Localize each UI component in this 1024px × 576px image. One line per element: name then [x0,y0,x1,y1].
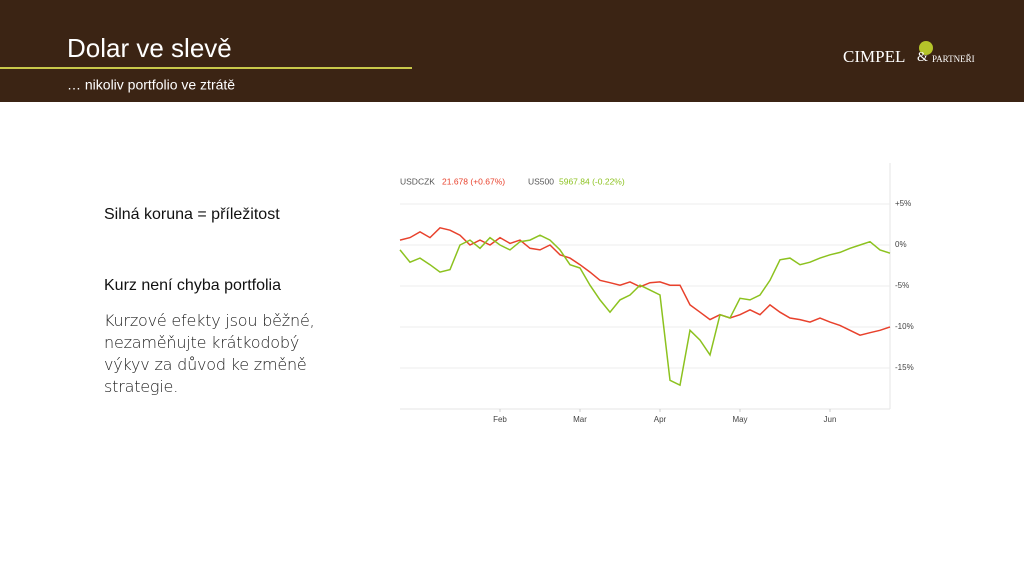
y-tick-label: 0% [895,240,907,249]
logo-partners: PARTNEŘI [932,54,975,64]
x-tick-label: Apr [654,415,667,424]
legend-name: US500 [528,176,554,186]
logo-name: CIMPEL [843,47,905,66]
y-tick-label: +5% [895,199,911,208]
legend-quote: 21.678 (+0.67%) [442,176,505,186]
slide-title: Dolar ve slevě [67,33,232,63]
series-line [399,226,891,336]
x-tick-label: Feb [493,415,507,424]
x-tick-label: Jun [824,415,837,424]
x-tick-label: May [732,415,747,424]
body-text: Kurzové efekty jsou běžné, nezaměňujte k… [104,311,315,396]
logo-connector: & [917,50,928,65]
x-tick-label: Mar [573,415,587,424]
legend-quote: 5967.84 (-0.22%) [559,176,625,186]
point-heading: Silná koruna = příležitost [104,206,280,223]
point-heading: Kurz není chyba portfolia [104,277,281,294]
y-tick-label: -10% [895,322,914,331]
logo-icon [919,41,933,55]
y-tick-label: -15% [895,363,914,372]
header-band [0,0,1024,102]
slide-subtitle: … nikoliv portfolio ve ztrátě [67,77,235,93]
series-line [399,234,891,387]
chart: +5% 0% -5% -10% -15% Feb Mar Apr May Jun USDCZK 21.… [399,163,914,424]
y-tick-label: -5% [895,281,909,290]
legend-name: USDCZK [400,176,435,186]
